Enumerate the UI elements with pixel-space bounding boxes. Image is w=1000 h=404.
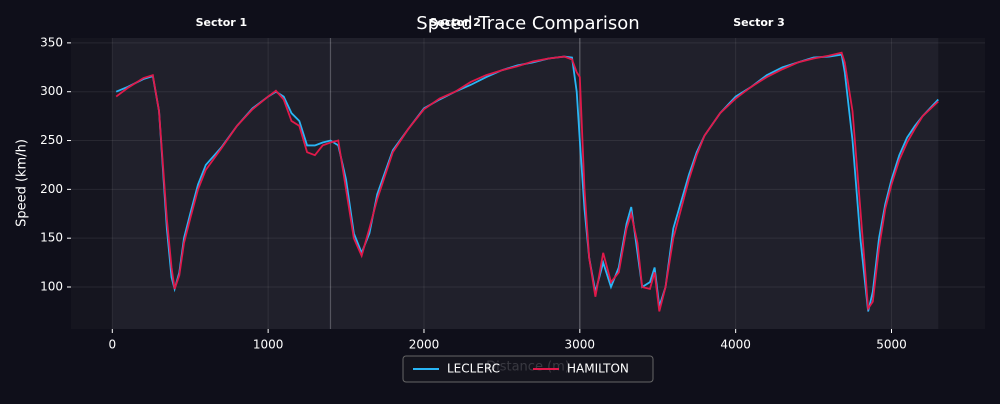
y-tick-label: 250 (40, 133, 63, 147)
y-tick-label: 150 (40, 231, 63, 245)
x-tick-label: 0 (108, 338, 116, 352)
x-tick-label: 5000 (876, 338, 907, 352)
y-axis-label: Speed (km/h) (15, 139, 30, 227)
y-tick-label: 200 (40, 182, 63, 196)
sector-band (330, 38, 580, 329)
x-tick-label: 4000 (720, 338, 751, 352)
x-tick-label: 2000 (409, 338, 440, 352)
legend-box (402, 355, 654, 383)
sector-band (112, 38, 331, 329)
sector-band (579, 38, 939, 329)
y-tick-label: 350 (40, 35, 63, 49)
chart-title: Speed Trace Comparison (416, 13, 639, 34)
y-tick-label: 300 (40, 84, 63, 98)
legend-label: LECLERC (447, 362, 500, 376)
legend-label: HAMILTON (567, 362, 629, 376)
sector-label: Sector 2 (429, 16, 481, 29)
series-line (115, 51, 939, 312)
y-tick-label: 100 (40, 280, 63, 294)
x-tick-label: 3000 (565, 338, 596, 352)
x-tick-label: 1000 (253, 338, 284, 352)
sector-label: Sector 3 (733, 16, 785, 29)
sector-label: Sector 1 (196, 16, 248, 29)
layer: 100 150 200 250 300 350 0 1000 2000 3000 4000 5000 (40, 35, 985, 352)
